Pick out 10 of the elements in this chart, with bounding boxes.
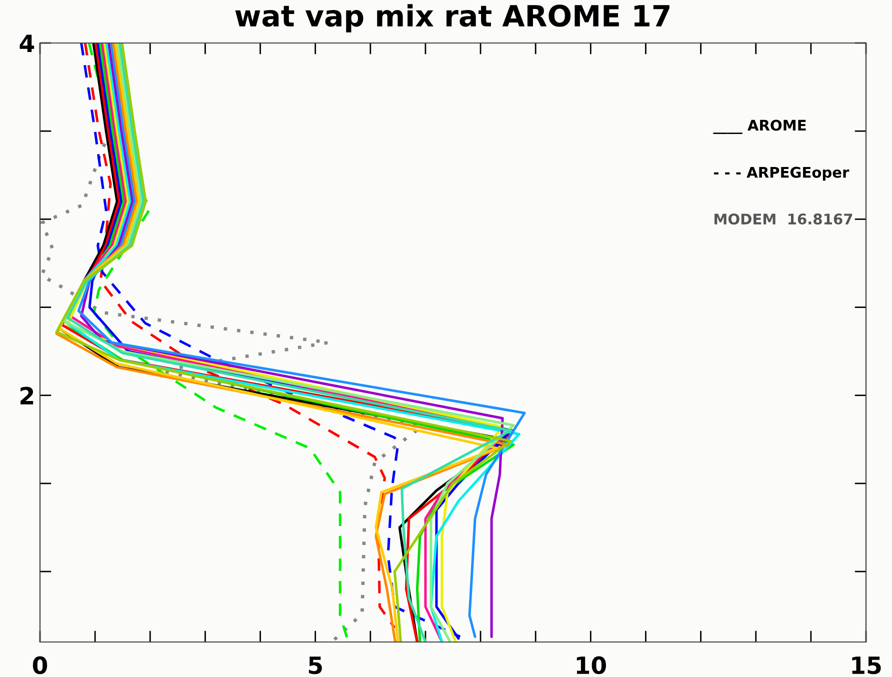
x-tick-label: 10	[576, 656, 606, 674]
y-tick-label: 2	[20, 386, 34, 404]
y-tick-label: 4	[20, 34, 34, 52]
x-tick-label: 0	[32, 656, 48, 674]
x-tick-label: 15	[852, 656, 881, 674]
x-tick-label: 5	[308, 656, 322, 674]
chart-title: wat vap mix rat AROME 17	[235, 4, 670, 32]
annotation: - - - ARPEGEoper	[714, 166, 850, 181]
annotation: ____ AROME	[713, 120, 806, 134]
annotation: MODEM 16.8167	[714, 214, 852, 225]
